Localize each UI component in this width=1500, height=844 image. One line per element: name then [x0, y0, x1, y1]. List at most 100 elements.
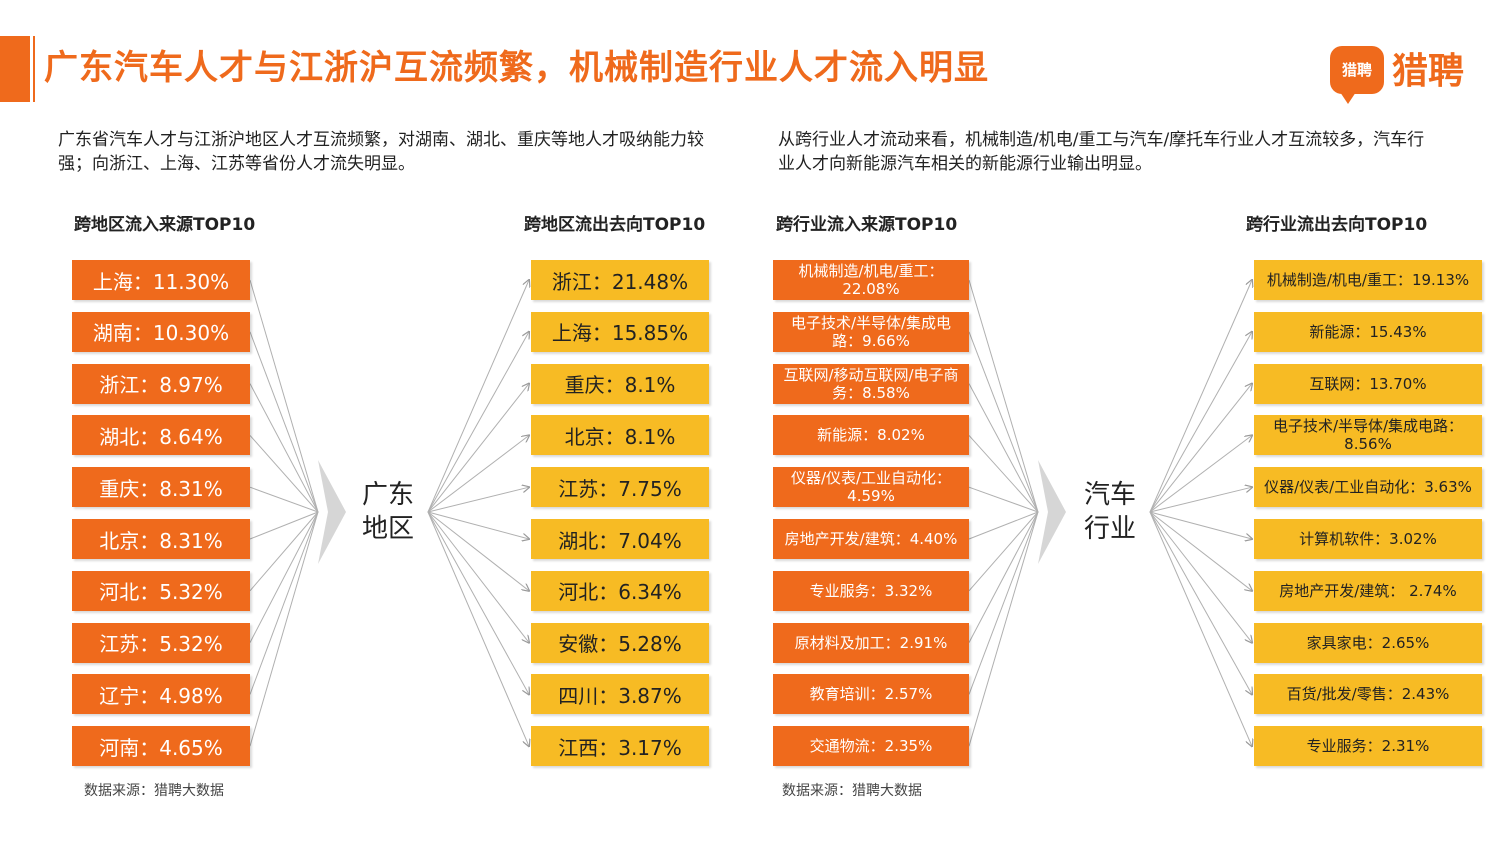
region-outflow-line	[427, 384, 529, 513]
industry-inflow-line	[968, 511, 1039, 747]
brand-icon: 猎聘	[1330, 46, 1384, 104]
title-accent-line	[33, 36, 35, 102]
industry-inflow-line	[968, 279, 1039, 513]
right-data-source: 数据来源：猎聘大数据	[782, 783, 922, 799]
industry-inflow-box: 专业服务：3.32%	[773, 570, 969, 611]
industry-outflow-box: 互联网：13.70%	[1254, 363, 1482, 404]
hub-arrow-region	[318, 460, 346, 564]
region-outflow-line	[427, 280, 529, 513]
industry-outflow-title: 跨行业流出去向TOP10	[1246, 215, 1428, 235]
region-outflow-line	[427, 511, 529, 591]
region-hub-line1: 广东	[361, 480, 414, 510]
industry-inflow-box: 机械制造/机电/重工：22.08%	[773, 260, 969, 300]
industry-outflow-line	[1149, 511, 1252, 694]
industry-outflow-box: 家具家电：2.65%	[1254, 622, 1482, 663]
industry-inflow-box: 原材料及加工：2.91%	[773, 622, 969, 663]
industry-outflow-box: 专业服务：2.31%	[1254, 726, 1482, 767]
region-outflow-box: 北京：8.1%	[531, 415, 709, 456]
region-outflow-box: 湖北：7.04%	[531, 519, 709, 559]
brand-logo: 猎聘 猎聘	[1330, 44, 1480, 104]
industry-outflow-line	[1149, 511, 1252, 643]
hub-arrow-industry	[1038, 460, 1066, 564]
industry-hub-line2: 行业	[1083, 514, 1136, 544]
industry-inflow-line	[968, 511, 1039, 695]
region-inflow-box: 湖南：10.30%	[72, 311, 250, 352]
region-inflow-line	[249, 511, 319, 540]
page-title: 广东汽车人才与江浙沪互流频繁，机械制造行业人才流入明显	[44, 48, 989, 88]
region-inflow-box: 江苏：5.32%	[72, 622, 250, 663]
industry-inflow-line	[968, 511, 1039, 592]
region-inflow-line	[249, 486, 319, 513]
industry-inflow-box: 仪器/仪表/工业自动化：4.59%	[773, 467, 969, 508]
region-outflow-line	[427, 511, 529, 746]
industry-outflow-line	[1149, 511, 1252, 746]
industry-inflow-line	[968, 383, 1039, 513]
industry-outflow-box: 计算机软件：3.02%	[1254, 519, 1482, 559]
region-inflow-line	[249, 511, 319, 747]
region-inflow-line	[249, 383, 319, 513]
industry-inflow-box: 交通物流：2.35%	[773, 726, 969, 767]
title-accent-bar	[0, 36, 30, 102]
left-description: 广东省汽车人才与江浙沪地区人才互流频繁，对湖南、湖北、重庆等地人才吸纳能力较强；…	[58, 130, 704, 174]
region-hub: 广东 地区	[358, 478, 418, 546]
industry-outflow-box: 机械制造/机电/重工：19.13%	[1254, 260, 1482, 300]
region-outflow-line	[427, 487, 529, 513]
industry-outflow-box: 百货/批发/零售：2.43%	[1254, 674, 1482, 715]
region-outflow-box: 四川：3.87%	[531, 674, 709, 715]
brand-name: 猎聘	[1392, 51, 1465, 92]
region-inflow-line	[249, 331, 319, 513]
region-inflow-box: 河南：4.65%	[72, 726, 250, 767]
left-data-source: 数据来源：猎聘大数据	[84, 783, 224, 799]
industry-outflow-line	[1149, 384, 1252, 513]
industry-outflow-box: 电子技术/半导体/集成电路：8.56%	[1254, 415, 1482, 456]
industry-outflow-line	[1149, 511, 1252, 539]
industry-inflow-line	[968, 511, 1039, 540]
region-inflow-line	[249, 279, 319, 513]
region-outflow-line	[427, 435, 529, 513]
region-inflow-box: 上海：11.30%	[72, 260, 250, 300]
industry-inflow-line	[968, 511, 1039, 643]
industry-outflow-line	[1149, 280, 1252, 513]
industry-outflow-box: 房地产开发/建筑： 2.74%	[1254, 570, 1482, 611]
region-inflow-line	[249, 511, 319, 643]
industry-outflow-line	[1149, 511, 1252, 591]
region-hub-line2: 地区	[361, 514, 414, 544]
region-inflow-line	[249, 511, 319, 592]
industry-inflow-line	[968, 435, 1039, 513]
industry-inflow-box: 新能源：8.02%	[773, 415, 969, 456]
region-outflow-box: 江西：3.17%	[531, 726, 709, 767]
industry-outflow-box: 新能源：15.43%	[1254, 311, 1482, 352]
right-description: 从跨行业人才流动来看，机械制造/机电/重工与汽车/摩托车行业人才互流较多，汽车行…	[778, 130, 1425, 174]
industry-inflow-title: 跨行业流入来源TOP10	[776, 215, 958, 235]
region-outflow-line	[427, 511, 529, 539]
region-inflow-box: 河北：5.32%	[72, 570, 250, 611]
region-inflow-box: 北京：8.31%	[72, 519, 250, 559]
industry-outflow-box: 仪器/仪表/工业自动化：3.63%	[1254, 467, 1482, 508]
industry-outflow-line	[1149, 487, 1252, 513]
region-outflow-box: 上海：15.85%	[531, 311, 709, 352]
region-inflow-box: 浙江：8.97%	[72, 363, 250, 404]
region-outflow-line	[427, 511, 529, 694]
industry-outflow-line	[1149, 435, 1252, 513]
region-outflow-line	[427, 511, 529, 643]
industry-inflow-line	[968, 331, 1039, 513]
region-outflow-title: 跨地区流出去向TOP10	[524, 215, 706, 235]
region-inflow-line	[249, 435, 319, 513]
industry-inflow-box: 电子技术/半导体/集成电路：9.66%	[773, 311, 969, 352]
region-outflow-box: 江苏：7.75%	[531, 467, 709, 508]
region-inflow-box: 重庆：8.31%	[72, 467, 250, 508]
region-outflow-line	[427, 332, 529, 513]
region-inflow-box: 辽宁：4.98%	[72, 674, 250, 715]
industry-inflow-box: 房地产开发/建筑：4.40%	[773, 519, 969, 559]
region-inflow-line	[249, 511, 319, 695]
region-outflow-box: 河北：6.34%	[531, 570, 709, 611]
industry-outflow-line	[1149, 332, 1252, 513]
industry-inflow-box: 互联网/移动互联网/电子商务：8.58%	[773, 363, 969, 404]
region-inflow-box: 湖北：8.64%	[72, 415, 250, 456]
industry-hub: 汽车 行业	[1080, 478, 1140, 546]
region-inflow-title: 跨地区流入来源TOP10	[74, 215, 256, 235]
region-outflow-box: 安徽：5.28%	[531, 622, 709, 663]
industry-inflow-line	[968, 486, 1039, 513]
industry-inflow-box: 教育培训：2.57%	[773, 674, 969, 715]
region-outflow-box: 重庆：8.1%	[531, 363, 709, 404]
